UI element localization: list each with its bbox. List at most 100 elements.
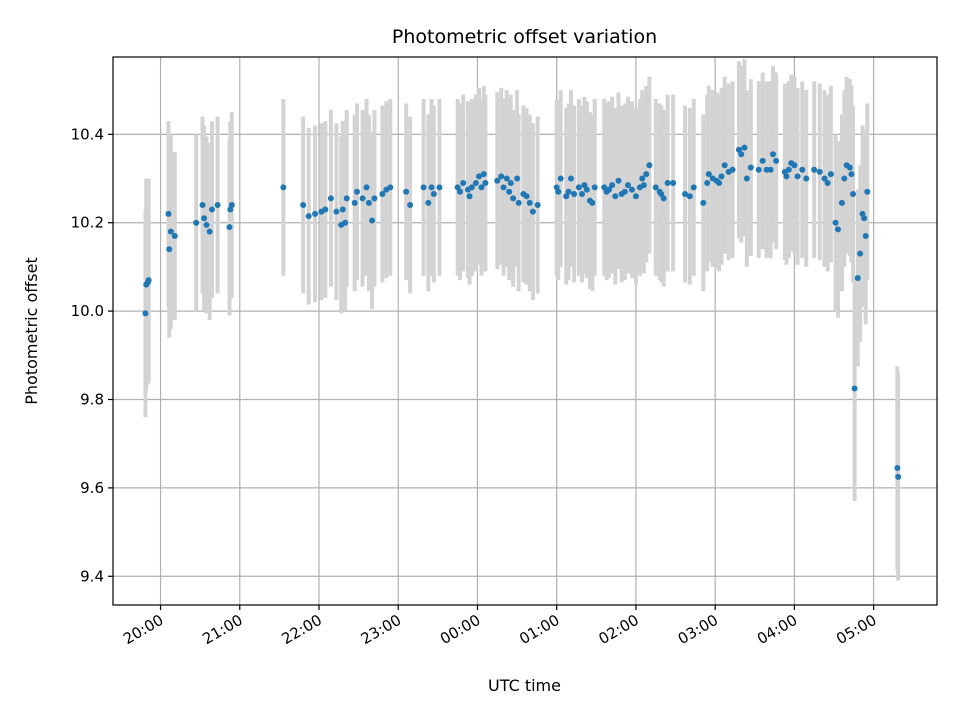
data-point xyxy=(791,162,798,169)
y-axis-label: Photometric offset xyxy=(22,257,41,405)
data-point xyxy=(322,206,329,213)
data-point xyxy=(591,184,598,191)
data-point xyxy=(609,182,616,189)
data-point xyxy=(354,188,361,195)
data-point xyxy=(605,186,612,193)
data-point xyxy=(387,184,394,191)
data-point xyxy=(670,179,677,186)
data-point xyxy=(851,385,858,392)
data-point xyxy=(167,228,174,235)
data-point xyxy=(494,177,501,184)
data-point xyxy=(526,199,533,206)
data-point xyxy=(625,182,631,189)
x-tick-label: 03:00 xyxy=(675,611,721,648)
data-point xyxy=(741,144,748,151)
data-point xyxy=(209,206,216,213)
data-point xyxy=(359,195,366,202)
data-point xyxy=(848,171,855,178)
x-tick-label: 22:00 xyxy=(279,611,325,648)
data-point xyxy=(850,191,857,197)
data-point xyxy=(827,171,834,178)
x-tick-label: 04:00 xyxy=(754,611,800,648)
data-point xyxy=(457,188,464,195)
data-points xyxy=(142,144,902,480)
data-point xyxy=(166,246,173,253)
x-axis-ticks: 20:00 21:00 22:00 23:00 00:00 01:00 02:00 03:00… xyxy=(120,605,880,648)
data-point xyxy=(339,206,346,213)
data-point xyxy=(894,465,901,471)
data-point xyxy=(430,191,437,197)
data-point xyxy=(682,191,689,197)
data-point xyxy=(327,195,334,202)
data-point xyxy=(420,184,427,191)
data-point xyxy=(583,186,590,193)
data-point xyxy=(510,195,517,202)
data-point xyxy=(206,228,213,235)
y-axis-ticks: 9.4 9.6 9.8 10.0 10.2 10.4 xyxy=(71,125,113,585)
data-point xyxy=(498,173,505,180)
data-point xyxy=(300,202,307,209)
data-point xyxy=(581,182,588,189)
data-point xyxy=(515,199,522,206)
data-point xyxy=(816,168,823,175)
y-tick-label: 9.8 xyxy=(80,391,104,409)
data-point xyxy=(379,191,386,197)
data-point xyxy=(500,184,507,191)
data-point xyxy=(803,175,810,182)
data-point xyxy=(615,177,622,184)
data-point xyxy=(482,179,489,186)
x-tick-label: 20:00 xyxy=(120,611,166,648)
data-point xyxy=(351,199,358,206)
data-point xyxy=(895,473,902,480)
data-point xyxy=(199,202,206,209)
x-tick-label: 01:00 xyxy=(516,611,562,648)
data-point xyxy=(857,250,864,257)
data-point xyxy=(767,166,774,173)
data-point xyxy=(794,173,801,180)
data-point xyxy=(565,188,572,195)
data-point xyxy=(716,179,723,186)
data-point xyxy=(747,164,754,171)
x-tick-label: 02:00 xyxy=(595,611,641,648)
data-point xyxy=(773,157,780,164)
x-tick-label: 23:00 xyxy=(358,611,404,648)
data-point xyxy=(861,215,868,222)
plot-frame xyxy=(112,56,938,606)
data-point xyxy=(811,166,818,173)
data-point xyxy=(369,217,376,224)
data-point xyxy=(227,206,234,213)
data-point xyxy=(785,166,792,173)
data-point xyxy=(407,202,414,209)
data-point xyxy=(821,175,828,182)
data-point xyxy=(854,274,861,281)
data-point xyxy=(567,175,574,182)
data-point xyxy=(705,171,712,178)
data-point xyxy=(203,221,210,228)
data-point xyxy=(312,210,319,217)
data-point xyxy=(454,184,461,191)
data-point xyxy=(589,199,596,206)
data-point xyxy=(507,179,514,186)
data-point xyxy=(743,175,750,182)
data-point xyxy=(480,171,487,178)
data-point xyxy=(729,166,736,173)
data-point xyxy=(428,184,435,191)
data-point xyxy=(738,151,745,158)
data-point xyxy=(571,191,578,197)
data-point xyxy=(846,164,853,171)
data-point xyxy=(783,173,790,180)
data-point xyxy=(652,184,659,191)
data-point xyxy=(371,195,378,202)
data-point xyxy=(718,173,725,180)
data-point xyxy=(460,179,467,186)
data-point xyxy=(735,146,742,153)
data-point xyxy=(534,202,541,209)
data-point xyxy=(601,184,608,191)
data-point xyxy=(506,188,513,195)
data-point xyxy=(579,191,586,197)
data-point xyxy=(700,199,707,206)
y-tick-label: 10.2 xyxy=(71,214,104,232)
data-point xyxy=(144,279,151,286)
y-tick-label: 10.0 xyxy=(71,302,104,320)
data-point xyxy=(621,188,628,195)
